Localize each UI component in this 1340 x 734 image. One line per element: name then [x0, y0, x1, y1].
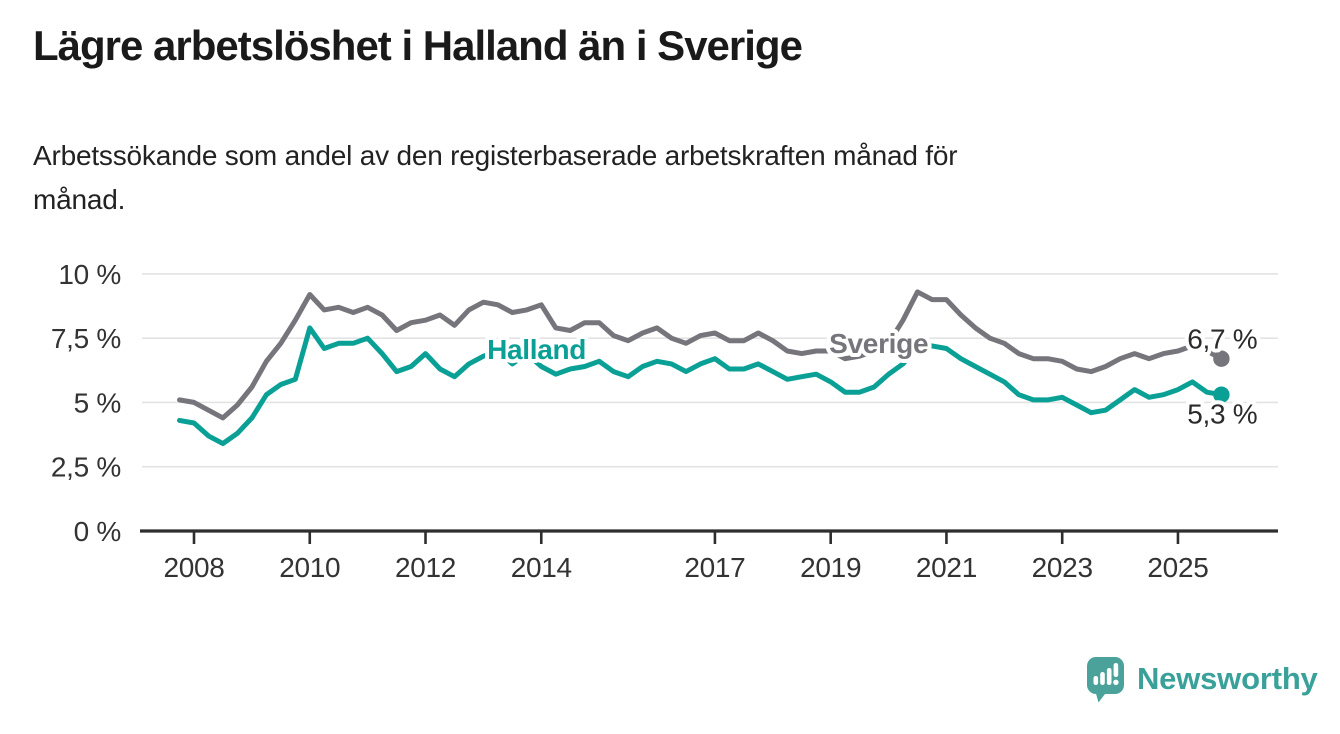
series-labels: Sverige Halland — [483, 324, 932, 369]
series-label-sverige: Sverige — [829, 328, 928, 359]
newsworthy-branding: Newsworthy — [1086, 656, 1318, 704]
chart-subtitle: Arbetssökande som andel av den registerb… — [33, 134, 958, 222]
y-axis-label: 5 % — [74, 387, 121, 418]
x-axis-label: 2012 — [395, 552, 456, 583]
series-line-sverige — [177, 289, 1224, 421]
y-axis-label: 2,5 % — [51, 452, 121, 483]
y-axis-labels: 0 % 2,5 % 5 % 7,5 % 10 % — [51, 259, 121, 547]
x-axis-label: 2014 — [511, 552, 572, 583]
x-axis-label: 2025 — [1147, 552, 1208, 583]
subtitle-line-2: månad. — [33, 184, 126, 215]
x-axis-label: 2019 — [800, 552, 861, 583]
end-value-labels: 6,7 % 5,3 % — [1183, 320, 1261, 434]
x-axis: 2008 2010 2012 2014 2017 2019 2021 2023 2025 — [140, 529, 1278, 583]
x-axis-label: 2017 — [684, 552, 745, 583]
newsworthy-wordmark: Newsworthy — [1137, 661, 1318, 696]
newsworthy-logo-icon — [1087, 657, 1124, 703]
end-value-label-halland: 5,3 % — [1187, 399, 1257, 430]
y-axis-label: 0 % — [74, 516, 121, 547]
end-value-label-sverige: 6,7 % — [1187, 324, 1257, 355]
series-end-dot-sverige — [1213, 350, 1230, 367]
gridlines — [142, 273, 1278, 468]
x-axis-label: 2010 — [279, 552, 340, 583]
series-lines — [177, 289, 1230, 447]
series-label-halland: Halland — [487, 334, 586, 365]
subtitle-line-1: Arbetssökande som andel av den registerb… — [33, 140, 958, 171]
y-axis-label: 7,5 % — [51, 323, 121, 354]
speech-bubble-tail — [1095, 690, 1108, 703]
page-title: Lägre arbetslöshet i Halland än i Sverig… — [33, 22, 803, 69]
x-axis-label: 2021 — [916, 552, 977, 583]
y-axis-label: 10 % — [58, 259, 121, 290]
x-axis-label: 2008 — [163, 552, 224, 583]
series-line-halland — [177, 325, 1224, 447]
x-axis-label: 2023 — [1032, 552, 1093, 583]
series-end-dot-halland — [1213, 386, 1230, 403]
